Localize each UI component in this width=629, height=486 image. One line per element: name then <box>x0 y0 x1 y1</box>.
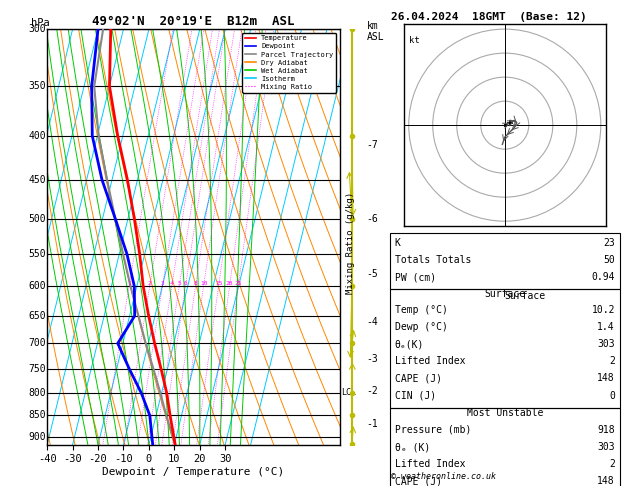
Text: 4: 4 <box>170 281 174 286</box>
Text: 650: 650 <box>28 311 46 321</box>
Text: Lifted Index: Lifted Index <box>394 459 465 469</box>
Text: Mixing Ratio (g/kg): Mixing Ratio (g/kg) <box>346 192 355 294</box>
Text: 50: 50 <box>603 255 615 265</box>
Text: 5: 5 <box>177 281 181 286</box>
Text: 0.94: 0.94 <box>591 272 615 282</box>
Text: 2: 2 <box>148 281 152 286</box>
Text: K: K <box>394 238 401 248</box>
Text: 600: 600 <box>28 281 46 291</box>
Text: CIN (J): CIN (J) <box>394 391 436 400</box>
Text: 10.2: 10.2 <box>591 305 615 315</box>
Bar <box>390 290 620 408</box>
Text: 23: 23 <box>603 238 615 248</box>
Text: 450: 450 <box>28 174 46 185</box>
Text: Surface: Surface <box>484 290 525 299</box>
Text: CAPE (J): CAPE (J) <box>394 374 442 383</box>
Text: Dewp (°C): Dewp (°C) <box>394 322 447 332</box>
Text: 500: 500 <box>28 213 46 224</box>
Text: 1: 1 <box>127 281 131 286</box>
Text: 3: 3 <box>160 281 164 286</box>
Text: Totals Totals: Totals Totals <box>394 255 471 265</box>
Text: 303: 303 <box>598 339 615 349</box>
Text: 300: 300 <box>28 24 46 34</box>
Legend: Temperature, Dewpoint, Parcel Trajectory, Dry Adiabat, Wet Adiabat, Isotherm, Mi: Temperature, Dewpoint, Parcel Trajectory… <box>242 33 336 93</box>
Text: θₑ (K): θₑ (K) <box>394 442 430 452</box>
Text: 800: 800 <box>28 388 46 398</box>
Text: LCL: LCL <box>341 388 356 398</box>
Text: 700: 700 <box>28 338 46 348</box>
Text: Lifted Index: Lifted Index <box>394 356 465 366</box>
Text: 0: 0 <box>609 391 615 400</box>
Text: 6: 6 <box>184 281 187 286</box>
Bar <box>390 408 620 486</box>
Text: -5: -5 <box>367 269 379 278</box>
Text: 8: 8 <box>194 281 198 286</box>
Text: Most Unstable: Most Unstable <box>467 408 543 418</box>
X-axis label: Dewpoint / Temperature (°C): Dewpoint / Temperature (°C) <box>103 467 284 477</box>
Title: 49°02'N  20°19'E  B12m  ASL: 49°02'N 20°19'E B12m ASL <box>92 15 294 28</box>
Text: -2: -2 <box>367 385 379 396</box>
Bar <box>390 233 620 290</box>
Text: 918: 918 <box>598 425 615 435</box>
Text: Pressure (mb): Pressure (mb) <box>394 425 471 435</box>
Text: Temp (°C): Temp (°C) <box>394 305 447 315</box>
Text: 26.04.2024  18GMT  (Base: 12): 26.04.2024 18GMT (Base: 12) <box>391 12 587 22</box>
Text: 2: 2 <box>609 356 615 366</box>
Text: -3: -3 <box>367 354 379 364</box>
Text: 850: 850 <box>28 410 46 420</box>
Text: hPa: hPa <box>31 18 50 28</box>
Text: CAPE (J): CAPE (J) <box>394 476 442 486</box>
Text: kt: kt <box>409 36 420 45</box>
Text: 1.4: 1.4 <box>598 322 615 332</box>
Text: -7: -7 <box>367 140 379 150</box>
Text: 350: 350 <box>28 81 46 91</box>
Text: -4: -4 <box>367 316 379 327</box>
Text: 25: 25 <box>235 281 242 286</box>
Text: 303: 303 <box>598 442 615 452</box>
Text: 900: 900 <box>28 432 46 442</box>
Text: -1: -1 <box>367 419 379 429</box>
Text: 15: 15 <box>214 281 222 286</box>
Text: θₑ(K): θₑ(K) <box>394 339 424 349</box>
Text: Surface: Surface <box>504 291 546 301</box>
Text: 750: 750 <box>28 364 46 374</box>
Text: 550: 550 <box>28 249 46 259</box>
Text: 400: 400 <box>28 131 46 141</box>
Text: 2: 2 <box>609 459 615 469</box>
Text: © weatheronline.co.uk: © weatheronline.co.uk <box>391 472 496 481</box>
Text: PW (cm): PW (cm) <box>394 272 436 282</box>
Text: 148: 148 <box>598 476 615 486</box>
Text: 148: 148 <box>598 374 615 383</box>
Text: -6: -6 <box>367 213 379 224</box>
Text: km: km <box>367 21 379 31</box>
Text: ASL: ASL <box>367 32 384 42</box>
Text: 10: 10 <box>200 281 208 286</box>
Text: 20: 20 <box>226 281 233 286</box>
